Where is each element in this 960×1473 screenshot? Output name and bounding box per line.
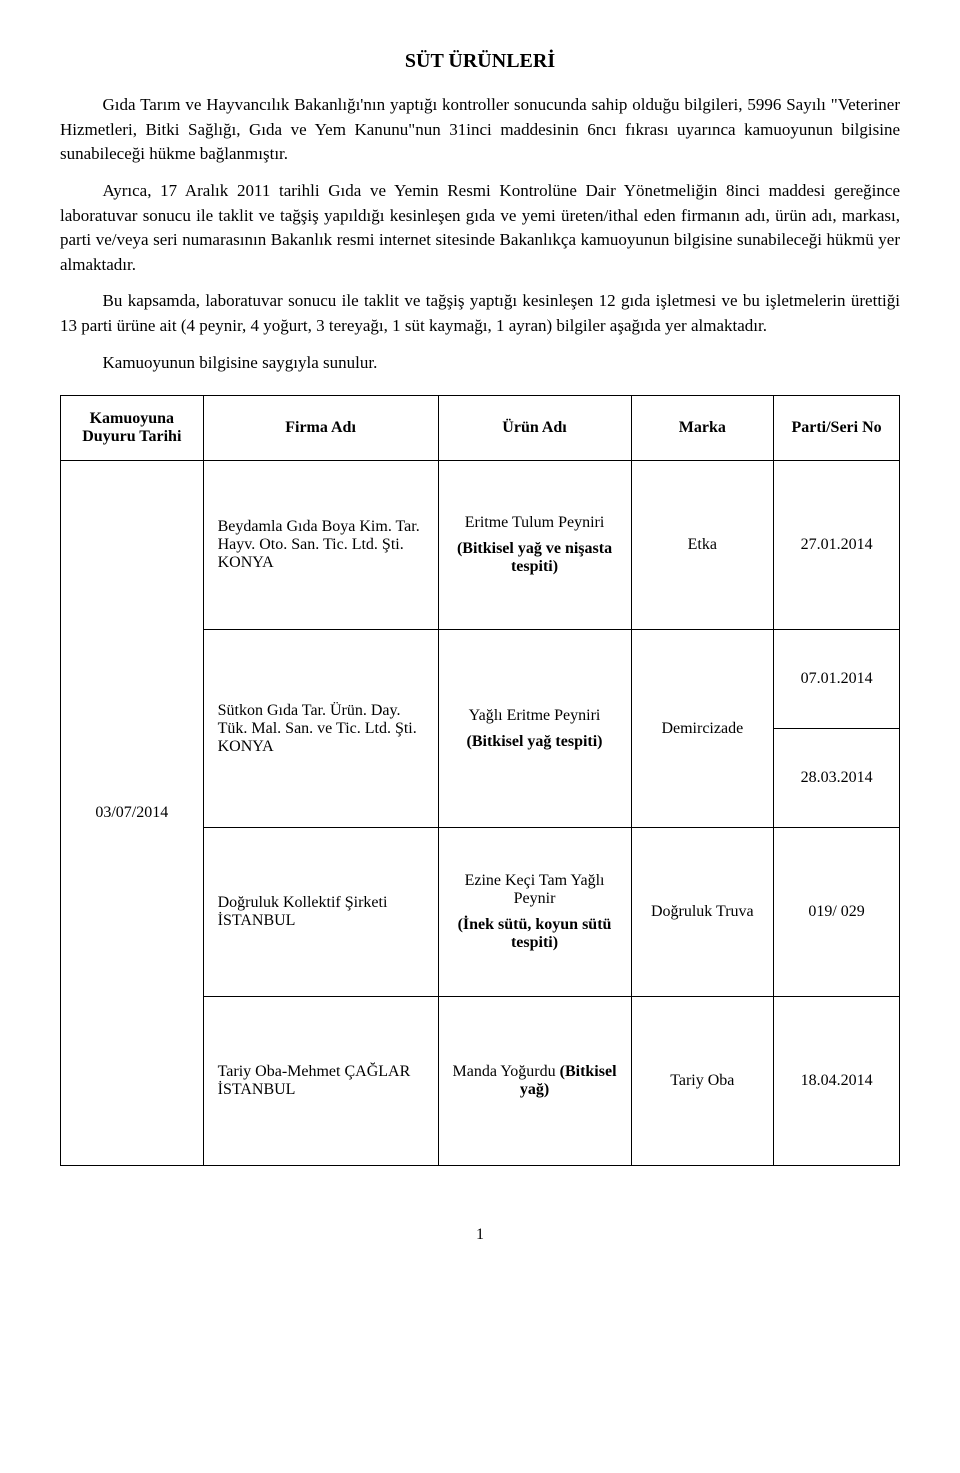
cell-brand: Demircizade — [631, 630, 774, 828]
paragraph-4: Kamuoyunun bilgisine saygıyla sunulur. — [60, 351, 900, 376]
cell-brand: Doğruluk Truva — [631, 828, 774, 997]
cell-announce-date: 03/07/2014 — [61, 461, 204, 1166]
cell-firm: Doğruluk Kollektif Şirketi İSTANBUL — [203, 828, 438, 997]
header-brand: Marka — [631, 396, 774, 461]
paragraph-1: Gıda Tarım ve Hayvancılık Bakanlığı'nın … — [60, 93, 900, 167]
header-batch: Parti/Seri No — [774, 396, 900, 461]
cell-product: Yağlı Eritme Peyniri (Bitkisel yağ tespi… — [438, 630, 631, 828]
cell-firm: Tariy Oba-Mehmet ÇAĞLAR İSTANBUL — [203, 997, 438, 1166]
cell-product: Manda Yoğurdu (Bitkisel yağ) — [438, 997, 631, 1166]
cell-brand: Tariy Oba — [631, 997, 774, 1166]
cell-batch: 27.01.2014 — [774, 461, 900, 630]
header-product: Ürün Adı — [438, 396, 631, 461]
header-date: Kamuoyuna Duyuru Tarihi — [61, 396, 204, 461]
cell-brand: Etka — [631, 461, 774, 630]
data-table: Kamuoyuna Duyuru Tarihi Firma Adı Ürün A… — [60, 395, 900, 1166]
cell-firm: Sütkon Gıda Tar. Ürün. Day. Tük. Mal. Sa… — [203, 630, 438, 828]
cell-batch: 07.01.2014 — [774, 630, 900, 729]
product-note: (Bitkisel yağ ve nişasta tespiti) — [449, 540, 621, 576]
product-main: Eritme Tulum Peyniri — [449, 514, 621, 532]
cell-batch: 019/ 029 — [774, 828, 900, 997]
cell-product: Ezine Keçi Tam Yağlı Peynir (İnek sütü, … — [438, 828, 631, 997]
product-main: Yağlı Eritme Peyniri — [449, 707, 621, 725]
cell-product: Eritme Tulum Peyniri (Bitkisel yağ ve ni… — [438, 461, 631, 630]
page-title: SÜT ÜRÜNLERİ — [60, 50, 900, 73]
product-note: (İnek sütü, koyun sütü tespiti) — [449, 916, 621, 952]
cell-batch: 28.03.2014 — [774, 729, 900, 828]
product-main: Manda Yoğurdu — [453, 1063, 556, 1080]
table-row: 03/07/2014 Beydamla Gıda Boya Kim. Tar. … — [61, 461, 900, 630]
product-note: (Bitkisel yağ tespiti) — [449, 733, 621, 751]
table-header-row: Kamuoyuna Duyuru Tarihi Firma Adı Ürün A… — [61, 396, 900, 461]
header-firm: Firma Adı — [203, 396, 438, 461]
cell-batch: 18.04.2014 — [774, 997, 900, 1166]
product-main: Ezine Keçi Tam Yağlı Peynir — [449, 872, 621, 908]
page-number: 1 — [60, 1226, 900, 1244]
paragraph-3: Bu kapsamda, laboratuvar sonucu ile takl… — [60, 289, 900, 338]
paragraph-2: Ayrıca, 17 Aralık 2011 tarihli Gıda ve Y… — [60, 179, 900, 278]
cell-firm: Beydamla Gıda Boya Kim. Tar. Hayv. Oto. … — [203, 461, 438, 630]
